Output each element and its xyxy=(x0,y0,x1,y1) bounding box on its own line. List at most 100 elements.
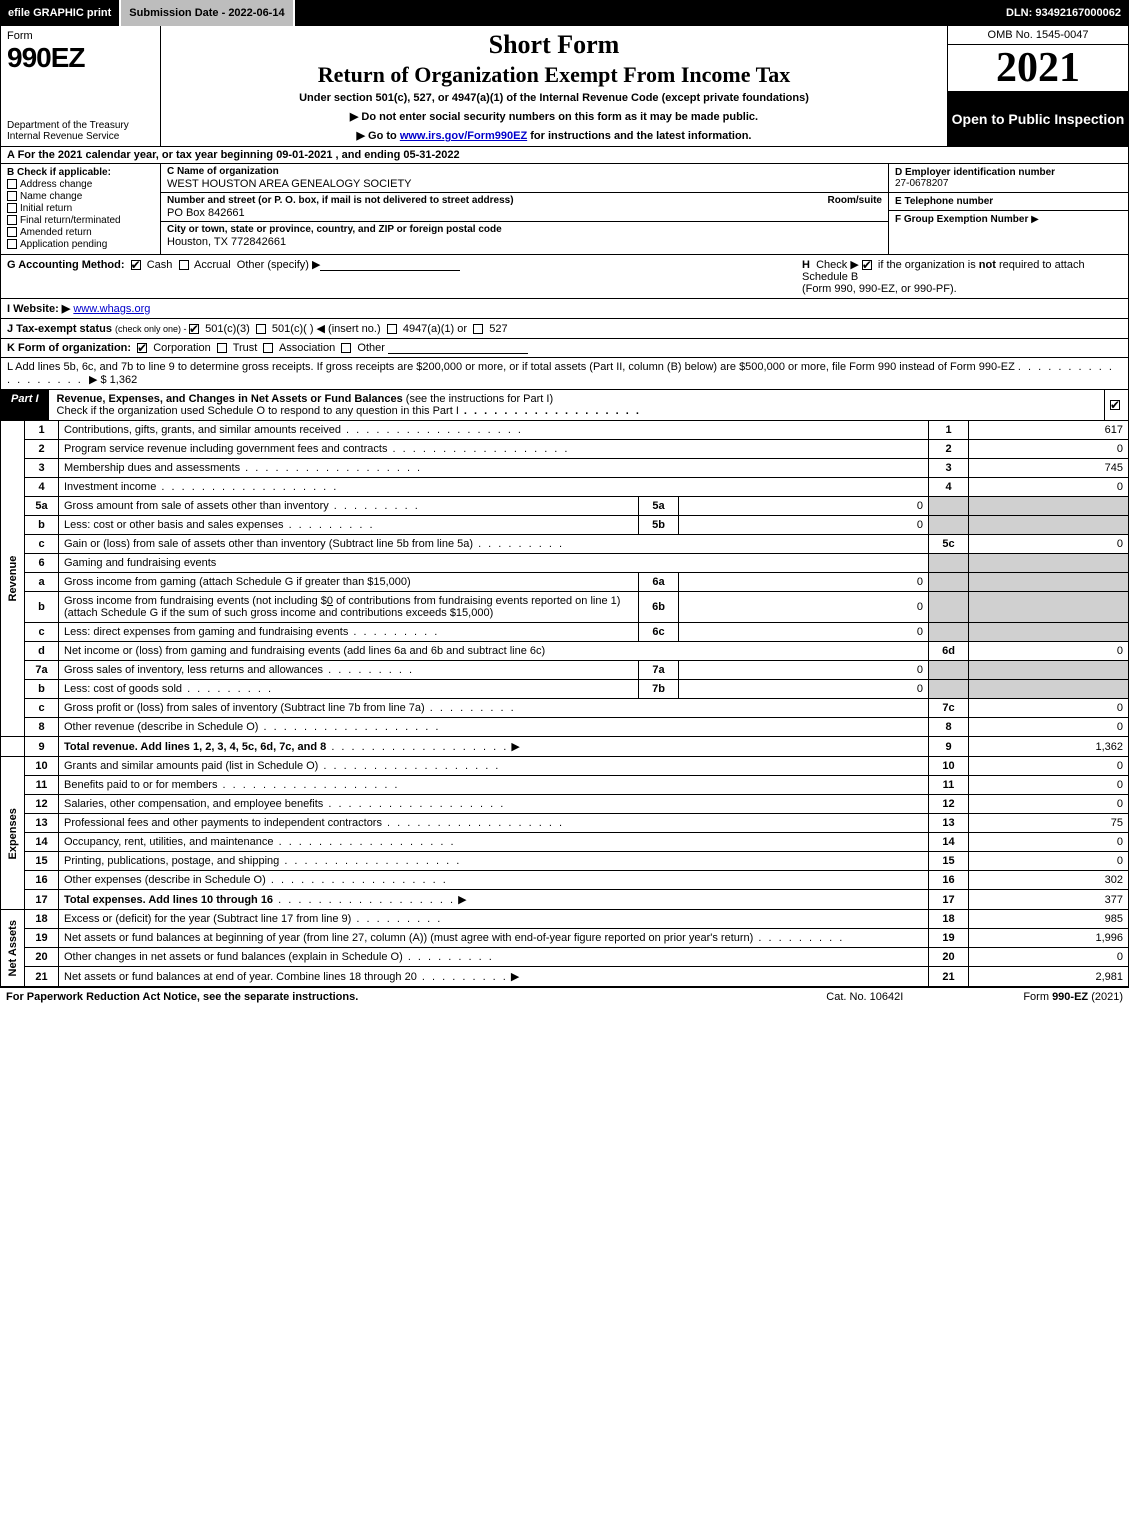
chk-schedule-o[interactable] xyxy=(1110,400,1120,410)
amount: 745 xyxy=(969,459,1129,478)
amount xyxy=(969,592,1129,623)
department: Department of the Treasury Internal Reve… xyxy=(7,120,154,142)
other-org-input[interactable] xyxy=(388,342,528,354)
line-no: b xyxy=(25,516,59,535)
footer-notice: For Paperwork Reduction Act Notice, see … xyxy=(6,991,358,1003)
ref-no xyxy=(929,623,969,642)
ref-no: 20 xyxy=(929,948,969,967)
line-desc: Other revenue (describe in Schedule O) xyxy=(59,718,929,737)
city: Houston, TX 772842661 xyxy=(167,236,882,248)
ref-no xyxy=(929,554,969,573)
line-no: 16 xyxy=(25,871,59,890)
line-no: 2 xyxy=(25,440,59,459)
org-name: WEST HOUSTON AREA GENEALOGY SOCIETY xyxy=(167,178,882,190)
website-link[interactable]: www.whags.org xyxy=(73,303,150,315)
amount xyxy=(969,661,1129,680)
amount xyxy=(969,623,1129,642)
chk-name-change[interactable] xyxy=(7,191,17,201)
chk-4947[interactable] xyxy=(387,324,397,334)
line-l-amount: ▶ $ 1,362 xyxy=(89,374,137,386)
chk-501c[interactable] xyxy=(256,324,266,334)
ref-no: 21 xyxy=(929,967,969,987)
header-left: Form 990EZ Department of the Treasury In… xyxy=(1,26,161,146)
line-6b-pre: Gross income from fundraising events (no… xyxy=(64,595,327,607)
net-assets-side-label: Net Assets xyxy=(1,910,25,987)
ein-label: D Employer identification number xyxy=(895,167,1122,178)
lbl-4947: 4947(a)(1) or xyxy=(403,323,467,335)
line-no: a xyxy=(25,573,59,592)
amount: 0 xyxy=(969,948,1129,967)
amount: 377 xyxy=(969,890,1129,910)
sub-ref: 6a xyxy=(639,573,679,592)
chk-application-pending[interactable] xyxy=(7,239,17,249)
lbl-initial-return: Initial return xyxy=(20,203,72,214)
box-c: C Name of organization WEST HOUSTON AREA… xyxy=(161,164,888,254)
expenses-side-label: Expenses xyxy=(1,757,25,910)
ref-no: 18 xyxy=(929,910,969,929)
chk-schedule-b[interactable] xyxy=(862,260,872,270)
line-h-text2: if the organization is xyxy=(875,259,979,271)
chk-corporation[interactable] xyxy=(137,343,147,353)
line-j: J Tax-exempt status (check only one) - 5… xyxy=(0,319,1129,339)
line-g-label: G Accounting Method: xyxy=(7,259,125,271)
ref-no xyxy=(929,573,969,592)
other-method-input[interactable] xyxy=(320,259,460,271)
part-1-title: Revenue, Expenses, and Changes in Net As… xyxy=(49,390,1104,420)
line-no: 9 xyxy=(25,737,59,757)
sub-val: 0 xyxy=(679,516,929,535)
chk-association[interactable] xyxy=(263,343,273,353)
line-no: 6 xyxy=(25,554,59,573)
amount: 302 xyxy=(969,871,1129,890)
line-desc: Membership dues and assessments xyxy=(59,459,929,478)
arrow-icon: ▶ xyxy=(1031,214,1039,225)
block-bcdef: B Check if applicable: Address change Na… xyxy=(0,164,1129,255)
line-no: b xyxy=(25,592,59,623)
title-short: Short Form xyxy=(171,30,937,60)
line-h-text1: Check ▶ xyxy=(816,259,862,271)
line-no: 5a xyxy=(25,497,59,516)
chk-initial-return[interactable] xyxy=(7,203,17,213)
line-no: 17 xyxy=(25,890,59,910)
ref-no: 12 xyxy=(929,795,969,814)
ref-no: 11 xyxy=(929,776,969,795)
sub-ref: 5b xyxy=(639,516,679,535)
omb-number: OMB No. 1545-0047 xyxy=(948,26,1128,45)
line-no: b xyxy=(25,680,59,699)
line-no: 7a xyxy=(25,661,59,680)
line-desc: Net income or (loss) from gaming and fun… xyxy=(59,642,929,661)
sub-val: 0 xyxy=(679,497,929,516)
chk-amended-return[interactable] xyxy=(7,227,17,237)
ref-no xyxy=(929,661,969,680)
chk-final-return[interactable] xyxy=(7,215,17,225)
irs-link[interactable]: www.irs.gov/Form990EZ xyxy=(400,130,527,142)
lbl-application-pending: Application pending xyxy=(20,239,107,250)
sub-ref: 7b xyxy=(639,680,679,699)
amount xyxy=(969,680,1129,699)
instr2-post: for instructions and the latest informat… xyxy=(527,130,751,142)
chk-address-change[interactable] xyxy=(7,179,17,189)
revenue-table: Revenue 1 Contributions, gifts, grants, … xyxy=(0,421,1129,757)
line-no: 21 xyxy=(25,967,59,987)
part-1-check-line: Check if the organization used Schedule … xyxy=(57,405,459,417)
ref-no: 3 xyxy=(929,459,969,478)
line-no: c xyxy=(25,535,59,554)
lbl-address-change: Address change xyxy=(20,179,92,190)
amount xyxy=(969,573,1129,592)
chk-accrual[interactable] xyxy=(179,260,189,270)
chk-527[interactable] xyxy=(473,324,483,334)
ref-no: 4 xyxy=(929,478,969,497)
chk-501c3[interactable] xyxy=(189,324,199,334)
footer-form-post: (2021) xyxy=(1088,991,1123,1003)
chk-trust[interactable] xyxy=(217,343,227,353)
amount: 0 xyxy=(969,699,1129,718)
chk-other-org[interactable] xyxy=(341,343,351,353)
lbl-501c: 501(c)( ) ◀ (insert no.) xyxy=(272,323,381,335)
line-desc: Investment income xyxy=(59,478,929,497)
efile-print[interactable]: efile GRAPHIC print xyxy=(0,0,121,26)
ref-no: 19 xyxy=(929,929,969,948)
line-no: 15 xyxy=(25,852,59,871)
amount: 0 xyxy=(969,642,1129,661)
line-no: 13 xyxy=(25,814,59,833)
instr2-pre: ▶ Go to xyxy=(357,130,400,142)
chk-cash[interactable] xyxy=(131,260,141,270)
